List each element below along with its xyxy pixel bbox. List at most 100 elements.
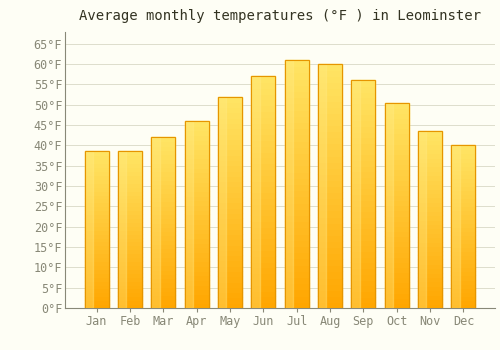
Bar [252,285,276,290]
Bar [384,287,408,293]
Bar [284,283,308,289]
Bar [318,137,342,143]
Bar [318,278,342,284]
Bar [418,145,442,149]
Bar [218,128,242,134]
Bar [452,145,460,308]
Bar [184,229,208,233]
Bar [152,188,176,193]
Bar [118,249,142,253]
Bar [452,284,475,288]
Bar [218,134,242,139]
Bar [184,154,208,158]
Bar [218,202,242,208]
Bar [252,244,276,250]
Bar [184,196,208,201]
Bar [218,208,242,213]
Bar [84,238,108,241]
Bar [118,292,142,296]
Bar [318,101,342,107]
Bar [384,103,393,308]
Bar [452,288,475,292]
Bar [118,281,142,285]
Bar [218,292,242,298]
Bar [184,215,208,219]
Bar [384,164,408,169]
Bar [284,233,308,240]
Bar [452,243,475,247]
Bar [118,257,142,261]
Bar [284,265,308,271]
Bar [452,145,475,308]
Bar [352,137,376,143]
Bar [284,110,308,116]
Bar [252,290,276,296]
Bar [384,128,408,133]
Bar [452,267,475,271]
Bar [218,287,242,292]
Bar [118,183,142,187]
Bar [384,252,408,257]
Bar [384,149,408,154]
Bar [352,80,360,308]
Bar [252,204,276,210]
Bar [184,224,208,229]
Bar [252,169,276,175]
Bar [252,146,276,152]
Bar [152,176,176,180]
Bar [284,60,293,308]
Bar [84,214,108,218]
Bar [284,66,308,72]
Bar [252,76,276,82]
Bar [252,117,276,122]
Bar [352,86,376,92]
Bar [184,191,208,196]
Bar [252,76,260,308]
Bar [284,190,308,196]
Bar [152,167,176,172]
Bar [84,152,93,308]
Bar [284,215,308,221]
Bar [384,262,408,267]
Bar [118,261,142,265]
Bar [252,262,276,267]
Bar [384,303,408,308]
Bar [284,85,308,91]
Bar [384,200,408,205]
Bar [352,268,376,274]
Bar [318,131,342,137]
Bar [218,176,242,181]
Bar [452,227,475,231]
Bar [452,255,475,259]
Bar [84,277,108,281]
Bar [284,209,308,215]
Bar [318,302,342,308]
Bar [84,273,108,277]
Bar [218,223,242,229]
Bar [284,78,308,85]
Bar [84,241,108,245]
Bar [252,227,276,233]
Bar [152,141,176,146]
Bar [84,202,108,206]
Bar [152,252,176,257]
Bar [152,201,176,205]
Bar [84,300,108,304]
Bar [84,206,108,210]
Bar [284,246,308,252]
Bar [118,277,142,281]
Bar [218,271,242,276]
Bar [384,241,408,246]
Bar [252,93,276,99]
Bar [318,64,342,308]
Bar [118,214,142,218]
Bar [252,273,276,279]
Bar [452,218,475,223]
Bar [218,303,242,308]
Bar [384,180,408,185]
Bar [152,300,176,304]
Bar [418,295,442,299]
Bar [318,155,342,162]
Bar [418,224,442,229]
Bar [284,296,308,302]
